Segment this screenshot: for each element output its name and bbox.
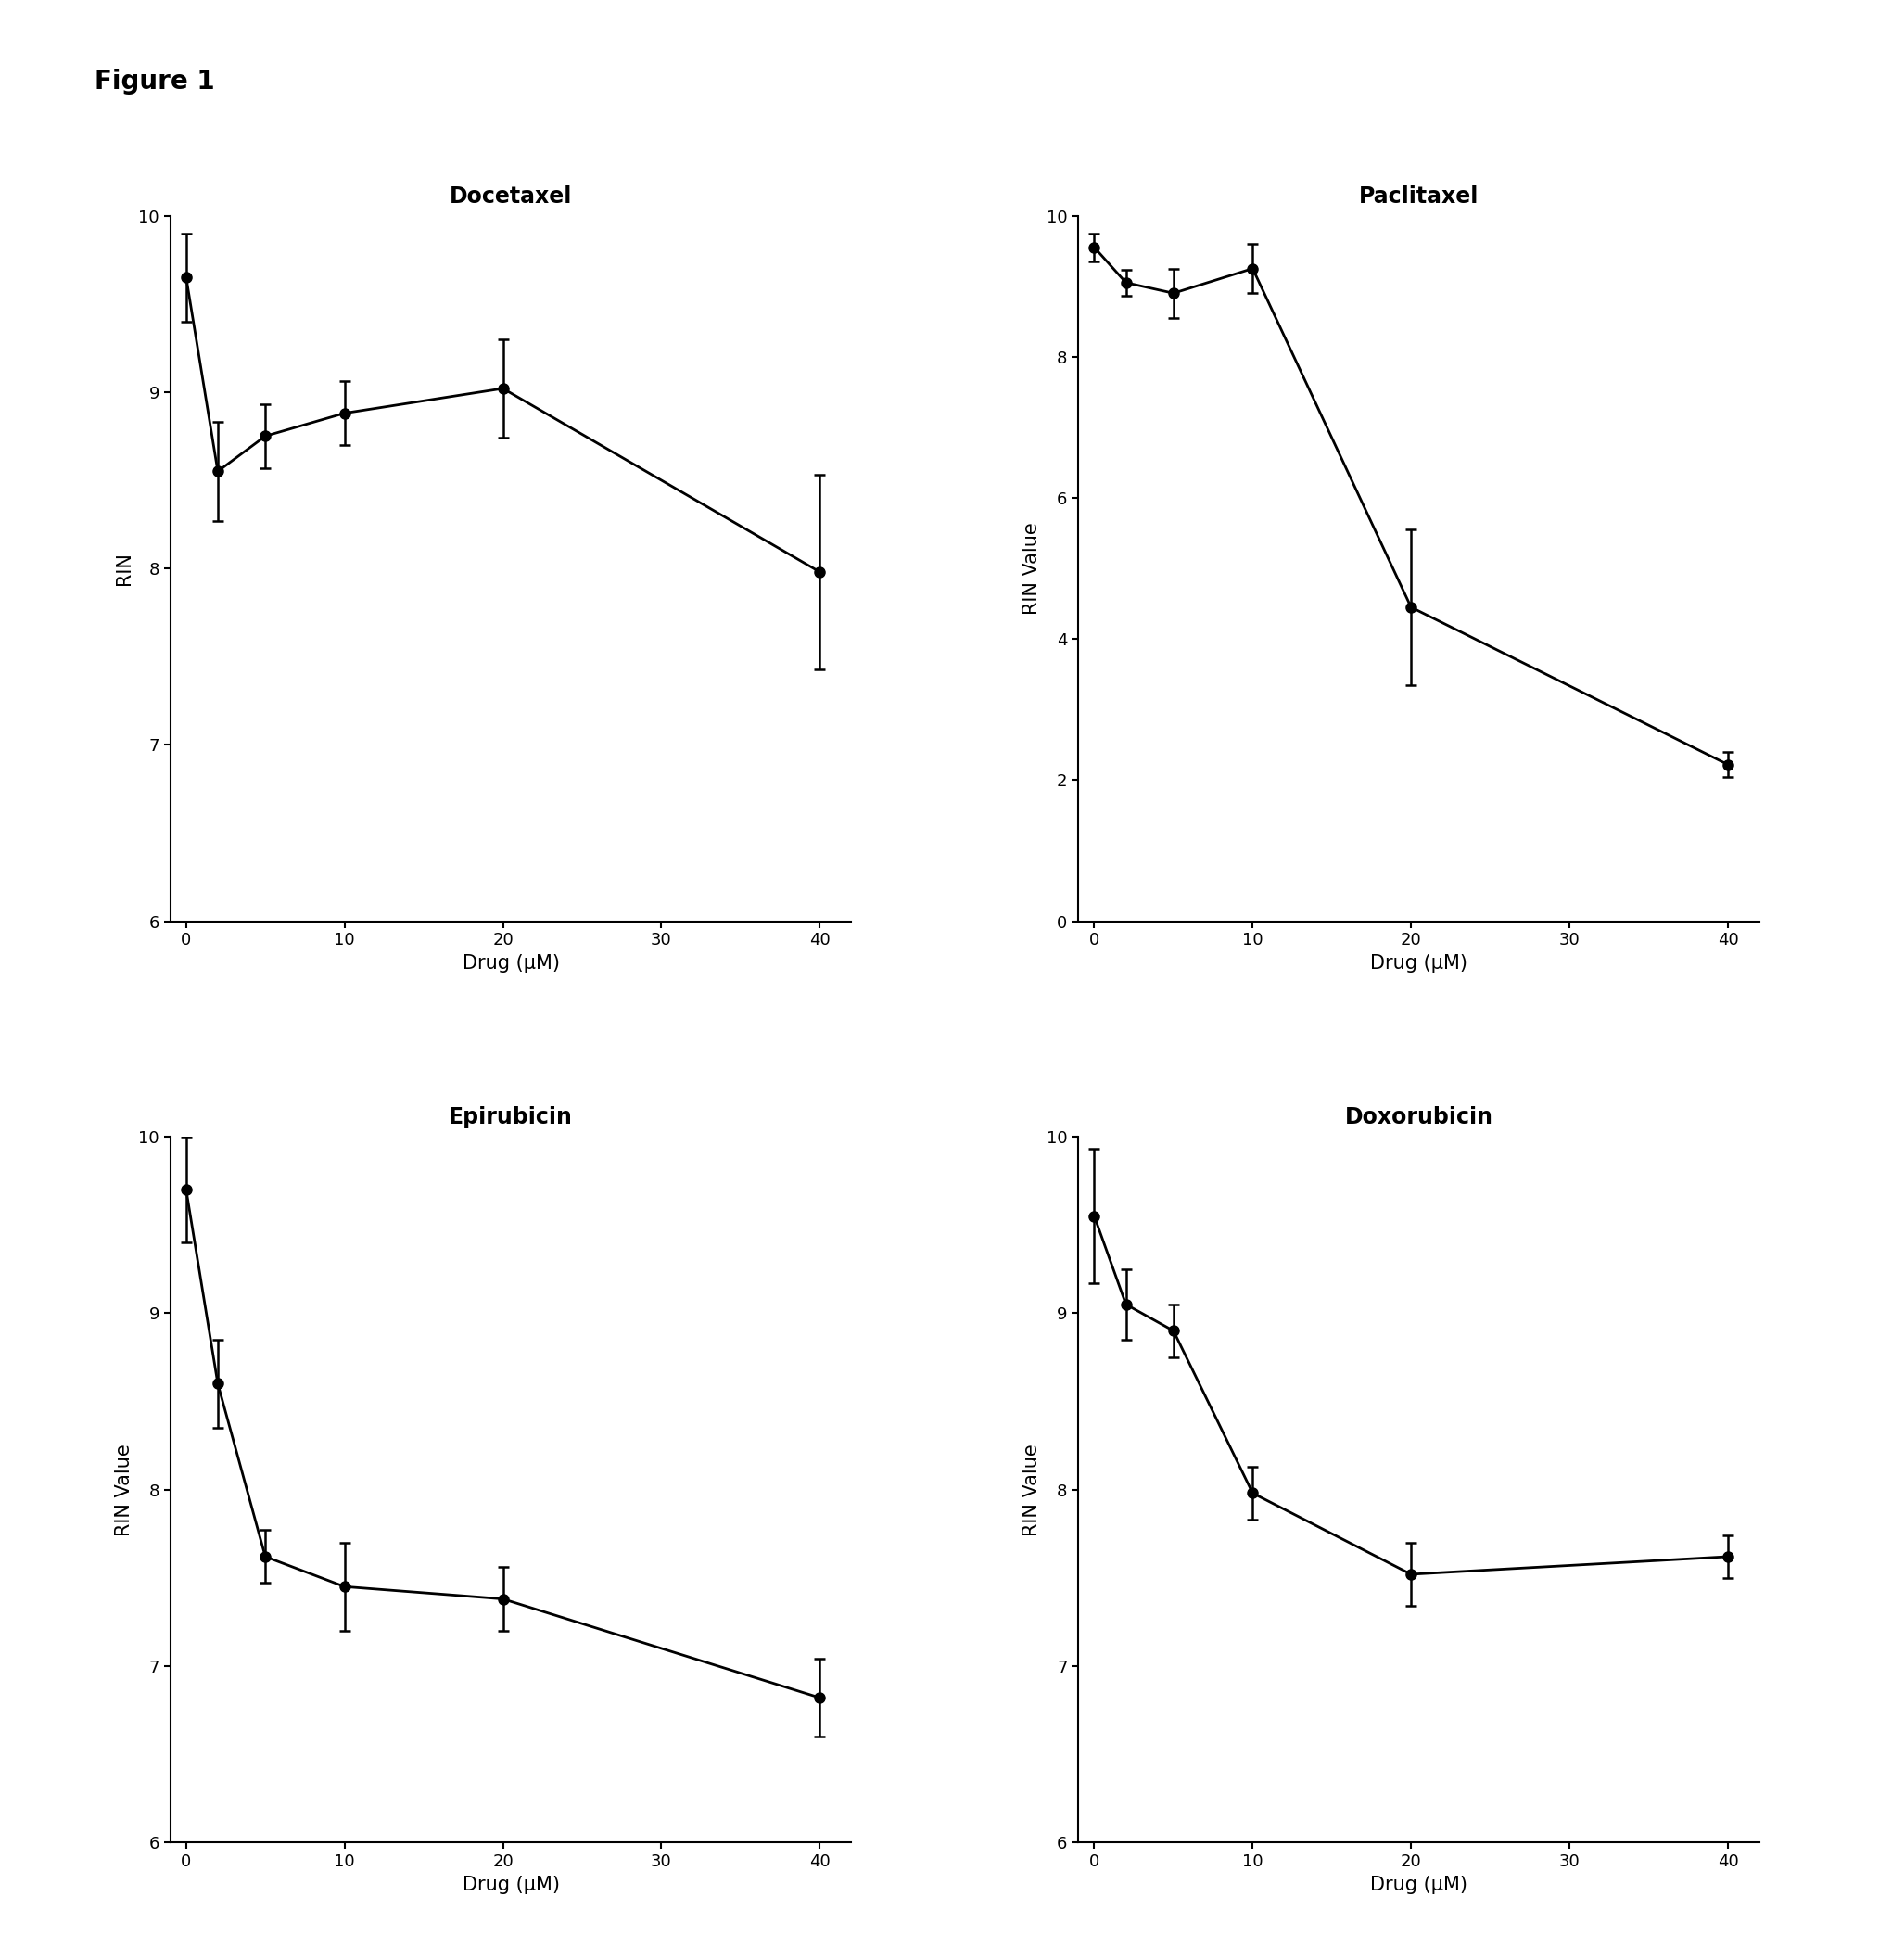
Title: Epirubicin: Epirubicin [448, 1105, 573, 1129]
Y-axis label: RIN Value: RIN Value [1024, 521, 1041, 615]
Title: Doxorubicin: Doxorubicin [1345, 1105, 1493, 1129]
X-axis label: Drug (μM): Drug (μM) [462, 955, 560, 972]
Text: Figure 1: Figure 1 [95, 69, 216, 94]
X-axis label: Drug (μM): Drug (μM) [1370, 1876, 1468, 1893]
Y-axis label: RIN Value: RIN Value [115, 1443, 132, 1537]
Y-axis label: RIN Value: RIN Value [1024, 1443, 1041, 1537]
Y-axis label: RIN: RIN [115, 553, 132, 584]
X-axis label: Drug (μM): Drug (μM) [462, 1876, 560, 1893]
X-axis label: Drug (μM): Drug (μM) [1370, 955, 1468, 972]
Title: Docetaxel: Docetaxel [450, 184, 571, 208]
Title: Paclitaxel: Paclitaxel [1358, 184, 1480, 208]
